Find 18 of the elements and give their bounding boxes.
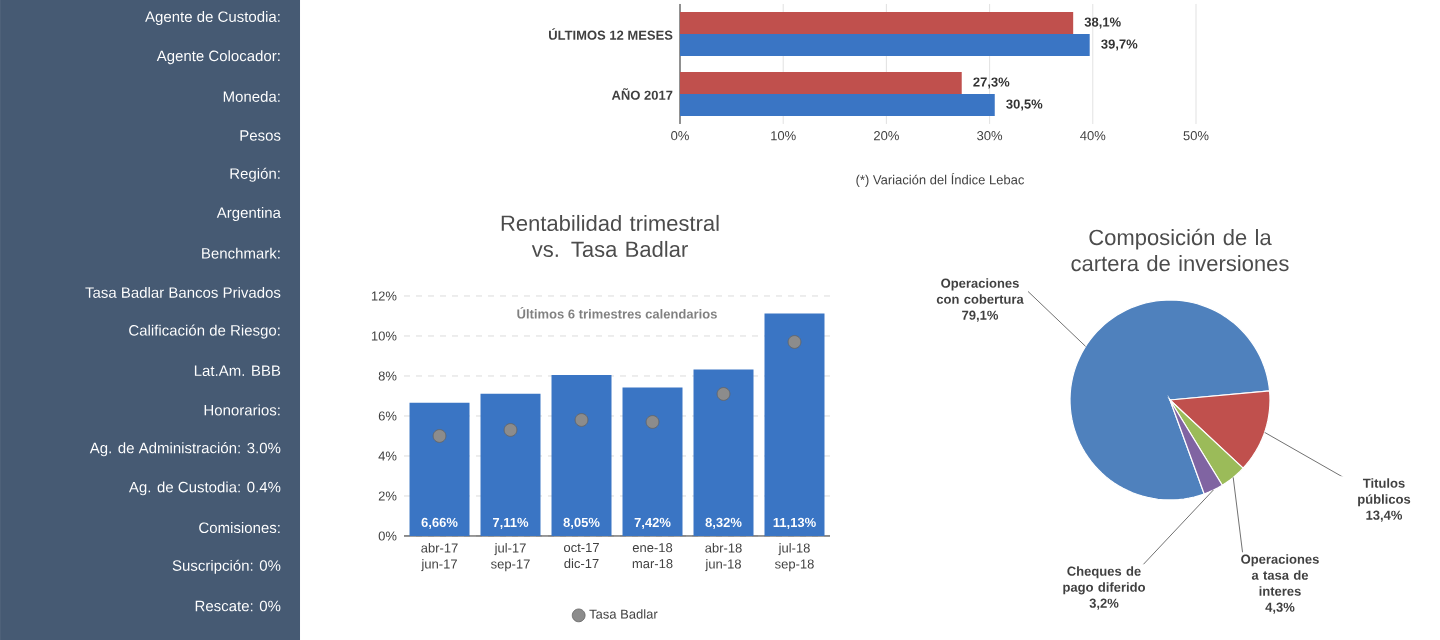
- bar: [680, 11, 1074, 34]
- bar: [480, 393, 541, 536]
- bar: [680, 33, 1090, 56]
- point: [716, 387, 731, 401]
- point: [645, 415, 660, 429]
- point: [574, 413, 589, 427]
- bar: [764, 313, 825, 536]
- bar: [693, 369, 754, 536]
- chart-title: Rentabilidad trimestral vs. Tasa Badlar: [501, 214, 719, 258]
- chart-title: Composición de la cartera de inversiones: [1071, 228, 1289, 272]
- bar: [680, 93, 995, 116]
- bar: [680, 71, 962, 94]
- point: [503, 423, 518, 437]
- bar: [622, 387, 683, 536]
- point: [432, 429, 447, 443]
- point: [787, 335, 802, 349]
- bar: [551, 374, 612, 536]
- bar: [409, 402, 470, 536]
